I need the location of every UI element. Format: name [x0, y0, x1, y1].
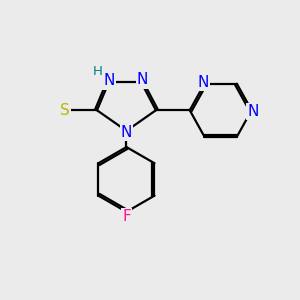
Text: N: N — [197, 75, 209, 90]
Text: N: N — [248, 104, 259, 119]
Text: N: N — [121, 125, 132, 140]
Text: N: N — [137, 72, 148, 87]
Text: H: H — [93, 64, 103, 78]
Text: N: N — [103, 73, 115, 88]
Text: F: F — [122, 209, 131, 224]
Text: S: S — [60, 103, 70, 118]
